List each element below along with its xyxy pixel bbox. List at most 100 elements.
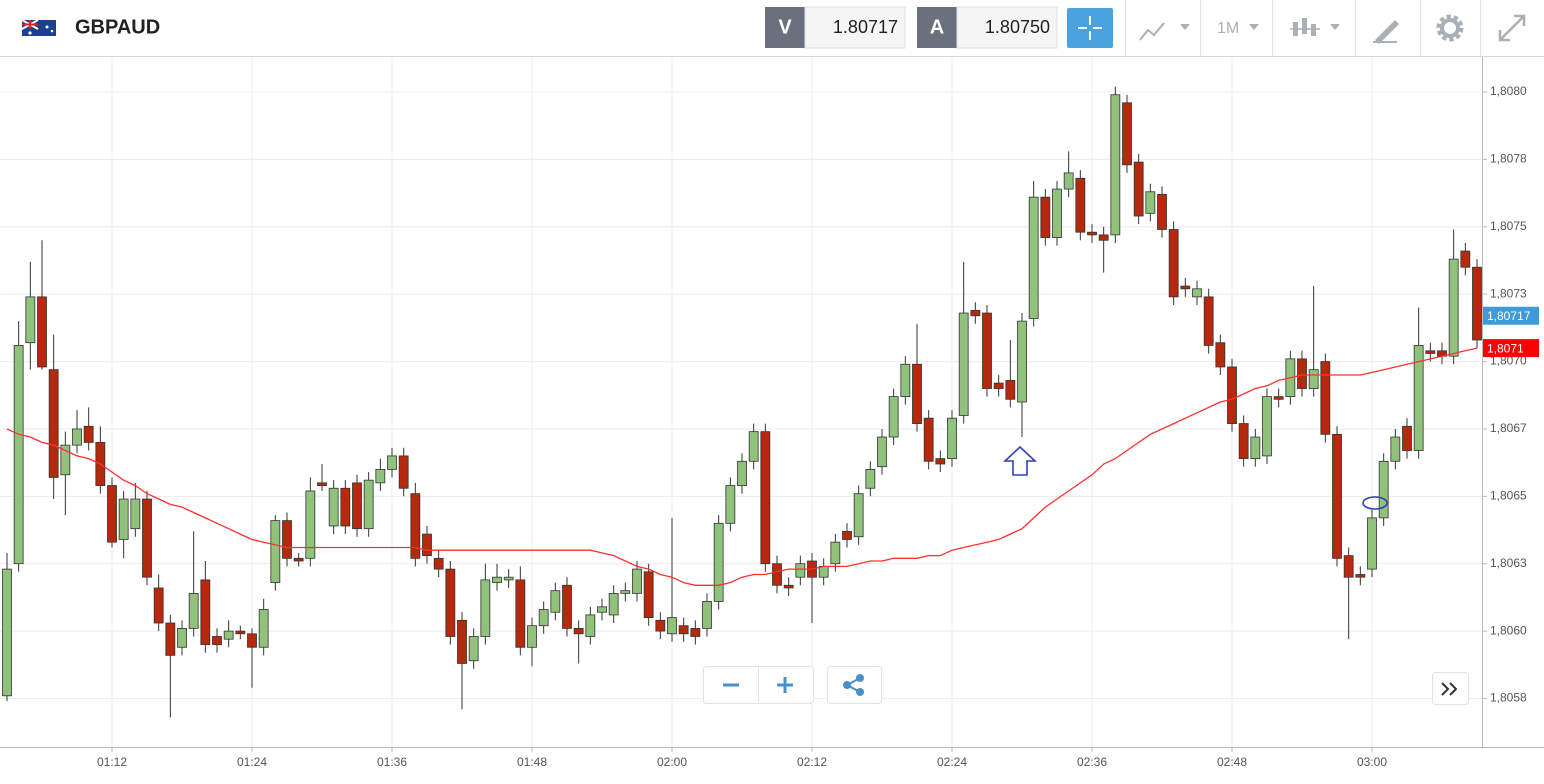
candle-body xyxy=(772,563,782,586)
bid-value: 1.80717 xyxy=(833,17,898,37)
candle-body xyxy=(387,455,397,470)
candle-body xyxy=(1098,234,1109,241)
price-tag-label: 1,8071 xyxy=(1487,341,1524,355)
x-tick-label: 02:48 xyxy=(1217,755,1247,769)
draw-button[interactable] xyxy=(1373,20,1399,44)
share-button[interactable] xyxy=(827,666,882,704)
candle-body xyxy=(235,630,246,635)
bid-box[interactable] xyxy=(804,6,906,49)
candle-body xyxy=(818,566,829,578)
candle-body xyxy=(130,498,141,530)
candle-body xyxy=(1192,288,1202,298)
candle-body xyxy=(597,606,607,613)
candle-body xyxy=(258,609,269,648)
x-tick-label: 03:00 xyxy=(1357,755,1387,769)
candle-body xyxy=(340,487,351,527)
candle-body xyxy=(1402,425,1412,451)
candle-body xyxy=(398,455,409,489)
candle-body xyxy=(1448,258,1459,357)
candle-body xyxy=(1157,194,1167,230)
ask-label: A xyxy=(930,16,944,38)
ask-box[interactable] xyxy=(956,6,1058,49)
candle-body xyxy=(1250,436,1261,460)
candle-body xyxy=(375,468,386,484)
candle-body xyxy=(690,628,701,637)
crosshair-button[interactable] xyxy=(1067,8,1113,48)
bid-label: V xyxy=(778,16,792,38)
timeframe[interactable]: 1M xyxy=(1217,20,1239,37)
settings-button[interactable] xyxy=(1436,14,1464,42)
candle-type-button[interactable] xyxy=(1290,18,1340,36)
candle-body xyxy=(1262,396,1272,457)
candle-body xyxy=(1028,196,1039,319)
y-tick-label: 1,8065 xyxy=(1490,489,1527,503)
candle-body xyxy=(72,428,82,446)
candle-body xyxy=(585,614,596,637)
bid-tag xyxy=(765,7,805,48)
fullscreen-button[interactable] xyxy=(1498,14,1526,42)
candle-body xyxy=(503,576,514,581)
candle-body xyxy=(118,498,129,540)
candle-body xyxy=(842,530,852,540)
candle-body xyxy=(1133,161,1144,217)
zoom-in-button[interactable] xyxy=(777,677,793,693)
x-tick-label: 01:36 xyxy=(377,755,407,769)
candle-body xyxy=(900,363,911,398)
candle-body xyxy=(410,493,421,559)
candle-body xyxy=(935,458,946,465)
candle-body xyxy=(293,557,304,562)
candle-body xyxy=(713,522,724,602)
candle-body xyxy=(1075,177,1086,233)
candle-body xyxy=(247,633,257,648)
scroll-end-button[interactable] xyxy=(1432,672,1469,705)
x-tick-label: 02:00 xyxy=(657,755,687,769)
candle-body xyxy=(25,296,36,344)
candle-body xyxy=(492,576,502,583)
candle-body xyxy=(282,520,292,559)
candle-body xyxy=(632,568,642,594)
candle-body xyxy=(142,498,152,578)
candle-body xyxy=(1087,231,1097,236)
candle-body xyxy=(538,609,549,627)
y-tick-label: 1,8067 xyxy=(1490,421,1527,435)
price-tag xyxy=(1483,306,1539,325)
candle-body xyxy=(1145,191,1156,214)
candle-body xyxy=(1308,369,1319,389)
candle-body xyxy=(305,490,316,559)
candle-body xyxy=(888,396,899,438)
candle-body xyxy=(573,628,584,635)
symbol: GBPAUD xyxy=(75,16,160,38)
candle-body xyxy=(643,571,654,619)
candle-body xyxy=(1273,396,1284,400)
candle-body xyxy=(923,417,934,462)
candle-body xyxy=(993,382,1004,389)
candle-body xyxy=(1472,266,1482,341)
candle-body xyxy=(912,363,922,424)
candle-body xyxy=(1460,250,1471,268)
candle-body xyxy=(562,584,572,629)
flag xyxy=(21,19,56,36)
candle-body xyxy=(725,485,736,524)
candle-body xyxy=(702,601,712,629)
candle-body xyxy=(527,625,537,648)
zoom-controls xyxy=(703,666,1469,705)
candle-body xyxy=(1367,517,1377,570)
candle-body xyxy=(1110,94,1121,236)
candle-body xyxy=(188,592,199,629)
price-tag-label: 1,80717 xyxy=(1487,309,1531,323)
y-tick-label: 1,8080 xyxy=(1490,84,1527,98)
candle-body xyxy=(1390,436,1401,462)
candle-body xyxy=(328,487,339,527)
candle-body xyxy=(1215,342,1226,368)
candle-body xyxy=(1227,366,1237,424)
candle-body xyxy=(667,617,677,635)
chart-type-button[interactable] xyxy=(1139,22,1190,41)
candle-body xyxy=(363,479,374,530)
plot-area: 1,8080 1,8078 1,8075 1,8073 1,8070 1,8067 1,80… xyxy=(0,57,1544,769)
candle-body xyxy=(13,344,24,565)
candle-body xyxy=(352,482,362,530)
candle-body xyxy=(515,579,526,648)
y-tick-label: 1,8070 xyxy=(1490,354,1527,368)
candle-body xyxy=(1017,320,1027,403)
x-tick-label: 02:36 xyxy=(1077,755,1107,769)
